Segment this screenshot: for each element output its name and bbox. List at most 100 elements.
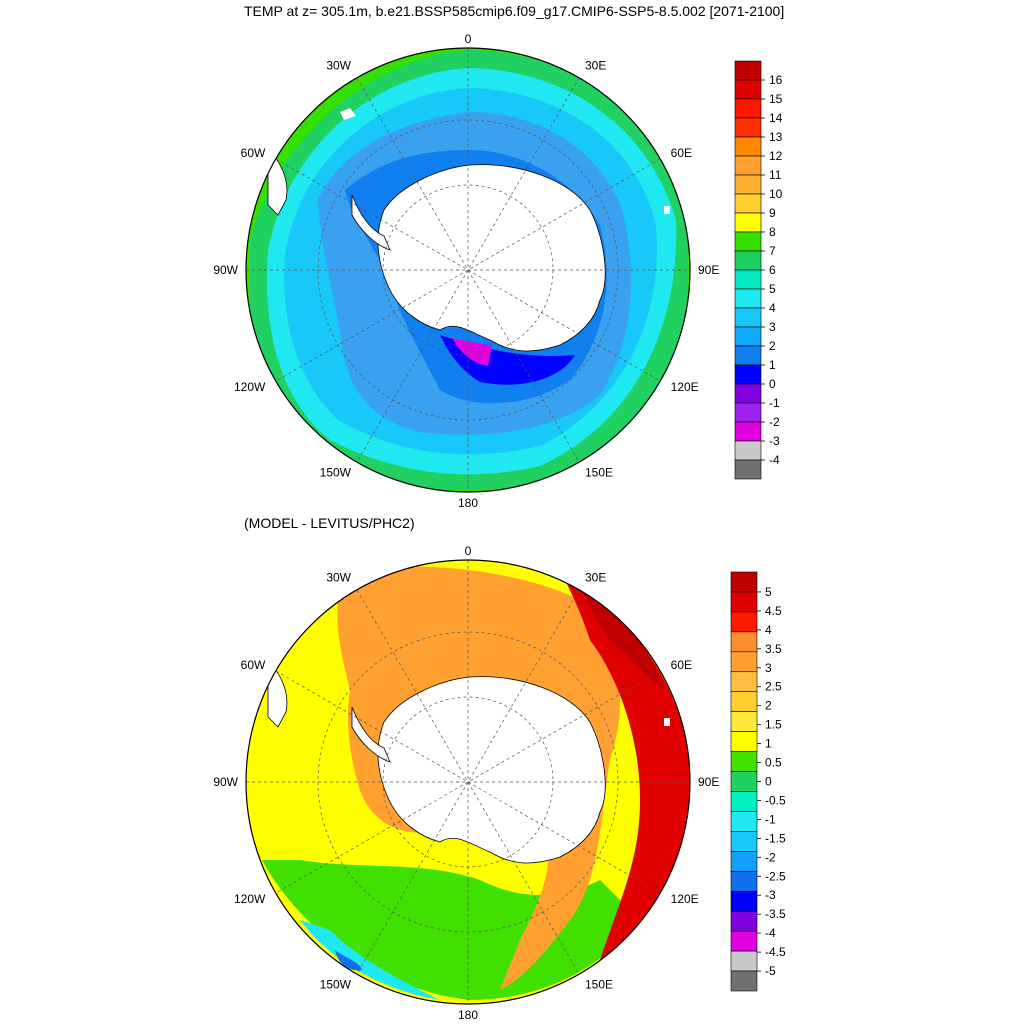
- colorbar-label: -4: [769, 453, 780, 467]
- colorbar-swatch: [730, 771, 758, 792]
- longitude-label: 120E: [671, 380, 699, 394]
- colorbar-swatch: [730, 691, 758, 712]
- colorbar-label: -2: [765, 850, 776, 864]
- colorbar-swatch: [730, 731, 758, 752]
- colorbar-label: 3.5: [765, 642, 782, 656]
- colorbar-swatch: [734, 250, 762, 271]
- colorbar-label: 9: [769, 206, 776, 220]
- colorbar-swatch: [734, 345, 762, 366]
- longitude-label: 120E: [671, 892, 699, 906]
- colorbar-swatch: [730, 811, 758, 832]
- longitude-label: 60E: [671, 658, 692, 672]
- island: [664, 206, 670, 214]
- colorbar-label: 3: [765, 661, 772, 675]
- colorbar-swatch: [730, 631, 758, 653]
- colorbar-label: 8: [769, 225, 776, 239]
- longitude-label: 150W: [320, 466, 352, 480]
- bottom-longitude-labels: 0 30E 60E 90E 120E 150E 180 150W 120W 90W 60W 30W: [213, 544, 719, 1022]
- bottom-colorbar: 5 4.5 4 3.5 3 2.5 2 1.5 1 0.5 0 -0.5 -1 -1.5 -2 -2.5 -3 -…: [730, 571, 786, 992]
- colorbar-label: -4: [765, 926, 776, 940]
- colorbar-label: 1: [769, 358, 776, 372]
- colorbar-label: 4.5: [765, 604, 782, 618]
- colorbar-swatch: [730, 611, 758, 633]
- colorbar-label: -5: [765, 964, 776, 978]
- longitude-label: 30E: [585, 58, 606, 72]
- colorbar-label: 1.5: [765, 718, 782, 732]
- island: [340, 108, 356, 120]
- colorbar-label: 10: [769, 187, 783, 201]
- colorbar-swatch: [734, 326, 762, 347]
- colorbar-swatch: [734, 364, 762, 385]
- colorbar-label: 15: [769, 92, 783, 106]
- colorbar-swatch: [730, 970, 758, 992]
- colorbar-label: 14: [769, 111, 783, 125]
- colorbar-label: 4: [769, 301, 776, 315]
- antarctica-continent: [377, 164, 606, 352]
- colorbar-swatch: [734, 383, 762, 404]
- colorbar-label: 0.5: [765, 756, 782, 770]
- diff-zone-hottest: [580, 580, 665, 690]
- colorbar-label: -1.5: [765, 831, 786, 845]
- colorbar-label: -0.5: [765, 793, 786, 807]
- colorbar-swatch: [730, 711, 758, 732]
- colorbar-swatch: [734, 117, 762, 138]
- colorbar-swatch: [730, 930, 758, 952]
- colorbar-label: 5: [765, 585, 772, 599]
- colorbar-swatch: [734, 98, 762, 119]
- colorbar-label: 12: [769, 149, 783, 163]
- colorbar-label: -3.5: [765, 907, 786, 921]
- longitude-label: 60E: [671, 146, 692, 160]
- colorbar-swatch: [734, 421, 762, 442]
- colorbar-swatch: [734, 288, 762, 309]
- colorbar-swatch: [734, 307, 762, 328]
- colorbar-label: 2.5: [765, 680, 782, 694]
- difference-subtitle: (MODEL - LEVITUS/PHC2): [244, 515, 415, 531]
- bottom-difference-map: [246, 560, 690, 1004]
- colorbar-label: -3: [769, 434, 780, 448]
- colorbar-swatch: [734, 174, 762, 195]
- longitude-label: 180: [458, 1008, 478, 1022]
- longitude-label: 90E: [698, 775, 719, 789]
- colorbar-label: 6: [769, 263, 776, 277]
- colorbar-swatch: [730, 851, 758, 872]
- colorbar-swatch: [730, 910, 758, 932]
- colorbar-swatch: [730, 591, 758, 613]
- main-title: TEMP at z= 305.1m, b.e21.BSSP585cmip6.f0…: [244, 3, 785, 19]
- antarctic-peninsula: [351, 706, 391, 763]
- colorbar-swatch: [734, 79, 762, 100]
- ocean-zone-cold: [452, 338, 492, 366]
- longitude-label: 150W: [320, 978, 352, 992]
- island: [664, 718, 670, 726]
- longitude-label: 0: [465, 544, 472, 558]
- longitude-label: 90W: [213, 263, 238, 277]
- colorbar-swatch: [734, 459, 762, 480]
- colorbar-label: 13: [769, 130, 783, 144]
- longitude-label: 90E: [698, 263, 719, 277]
- colorbar-label: 1: [765, 737, 772, 751]
- colorbar-swatch: [730, 870, 758, 892]
- diff-zone-hot: [560, 570, 690, 960]
- colorbar-label: 0: [765, 775, 772, 789]
- longitude-label: 0: [465, 32, 472, 46]
- longitude-label: 120W: [234, 892, 266, 906]
- longitude-label: 30W: [326, 570, 351, 584]
- colorbar-label: 0: [769, 377, 776, 391]
- colorbar-label: -4.5: [765, 945, 786, 959]
- colorbar-label: 16: [769, 73, 783, 87]
- longitude-label: 180: [458, 496, 478, 510]
- colorbar-label: -3: [765, 888, 776, 902]
- colorbar-swatch: [730, 831, 758, 852]
- colorbar-swatch: [730, 791, 758, 812]
- longitude-label: 30E: [585, 570, 606, 584]
- longitude-label: 60W: [241, 658, 266, 672]
- colorbar-swatch: [730, 950, 758, 972]
- colorbar-label: 2: [769, 339, 776, 353]
- antarctica-continent: [377, 676, 606, 864]
- colorbar-swatch: [734, 136, 762, 157]
- colorbar-swatch: [734, 212, 762, 233]
- top-longitude-labels: 0 30E 60E 90E 120E 150E 180 150W 120W 90W 60W 30W: [213, 32, 719, 510]
- colorbar-swatch: [730, 571, 758, 593]
- colorbar-swatch: [730, 751, 758, 772]
